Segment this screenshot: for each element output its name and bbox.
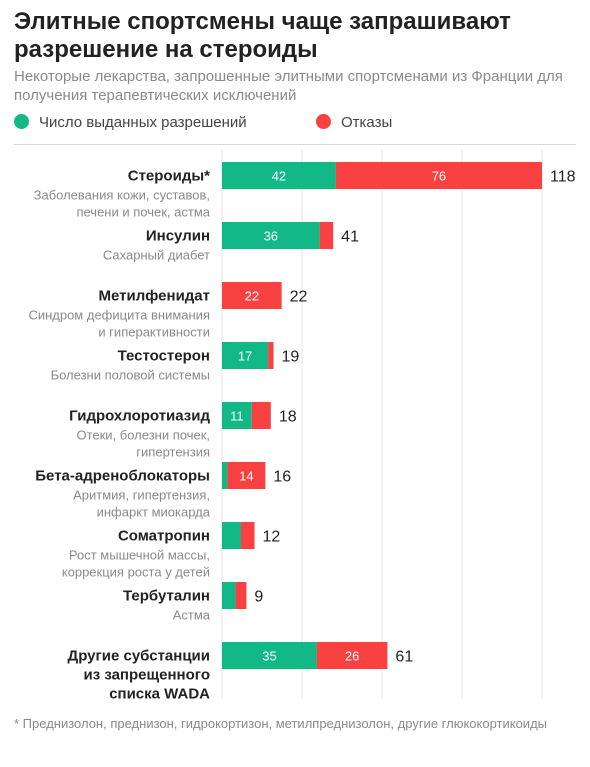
legend-item-granted: Число выданных разрешений (14, 114, 247, 131)
legend-refused-label: Отказы (341, 114, 393, 131)
bar-granted-4 (222, 402, 252, 429)
category-label-8-2: списка WADA (109, 686, 210, 703)
category-label-6: Соматропин (118, 528, 210, 545)
legend-granted-swatch (14, 114, 29, 129)
footnote: * Преднизолон, преднизон, гидрокортизон,… (14, 716, 547, 731)
total-label-1: 41 (341, 229, 359, 246)
category-description-7-0: Астма (173, 608, 211, 623)
category-description-2-1: и гиперактивности (98, 325, 210, 340)
segment-label-refused-2: 22 (245, 289, 259, 304)
segment-label-granted-8: 35 (262, 649, 276, 664)
category-description-0-1: печени и почек, астма (76, 205, 210, 220)
total-label-0: 118 (550, 169, 576, 186)
category-label-5: Бета-адреноблокаторы (35, 468, 210, 485)
segment-label-granted-1: 36 (264, 229, 278, 244)
chart-subtitle: Некоторые лекарства, запрошенные элитным… (14, 68, 563, 104)
segment-label-granted-0: 42 (272, 169, 286, 184)
category-description-4-1: гипертензия (136, 445, 210, 460)
total-label-7: 9 (254, 589, 263, 606)
legend-refused-swatch (316, 114, 331, 129)
segment-label-granted-3: 17 (238, 349, 252, 364)
segment-label-refused-8: 26 (345, 649, 359, 664)
bar-granted-8 (222, 642, 317, 669)
segment-label-refused-5: 14 (239, 469, 253, 484)
total-label-2: 22 (290, 289, 308, 306)
bar-granted-7 (222, 582, 236, 609)
category-label-8-1: из запрещенного (83, 667, 210, 684)
category-label-7: Тербуталин (123, 588, 210, 605)
category-label-8-0: Другие субстанции (68, 648, 210, 665)
bar-refused-8 (316, 642, 388, 669)
category-description-3-0: Болезни половой системы (51, 368, 210, 383)
category-description-6-1: коррекция роста у детей (62, 565, 210, 580)
chart-title: Элитные спортсмены чаще запрашивают разр… (14, 8, 511, 63)
bar-refused-6 (240, 522, 255, 549)
category-description-4-0: Отеки, болезни почек, (76, 428, 210, 443)
category-description-6-0: Рост мышечной массы, (69, 548, 210, 563)
bar-granted-6 (222, 522, 241, 549)
bar-granted-5 (222, 462, 228, 489)
category-description-5-1: инфаркт миокарда (97, 505, 211, 520)
bar-refused-1 (319, 222, 334, 249)
category-label-3: Тестостерон (118, 348, 210, 365)
category-description-5-0: Аритмия, гипертензия, (73, 488, 210, 503)
category-label-4: Гидрохлоротиазид (69, 408, 210, 425)
total-label-3: 19 (282, 349, 300, 366)
total-label-5: 16 (273, 469, 291, 486)
segment-label-refused-0: 76 (432, 169, 446, 184)
bar-refused-5 (227, 462, 266, 489)
bar-refused-0 (335, 162, 542, 189)
bar-refused-3 (268, 342, 274, 369)
bar-granted-3 (222, 342, 269, 369)
bar-granted-1 (222, 222, 320, 249)
legend-item-refused: Отказы (316, 114, 392, 131)
header-divider (14, 144, 576, 145)
category-label-1: Инсулин (146, 228, 210, 245)
category-label-0: Стероиды* (128, 168, 210, 185)
category-description-1-0: Сахарный диабет (103, 248, 210, 263)
total-label-8: 61 (395, 649, 413, 666)
bar-refused-2 (222, 282, 282, 309)
total-label-4: 18 (279, 409, 297, 426)
category-label-2: Метилфенидат (99, 288, 211, 305)
legend-granted-label: Число выданных разрешений (39, 114, 247, 131)
bar-refused-4 (251, 402, 271, 429)
bar-granted-0 (222, 162, 336, 189)
segment-label-granted-4: 11 (230, 409, 244, 424)
total-label-6: 12 (263, 529, 281, 546)
bar-refused-7 (235, 582, 247, 609)
category-description-0-0: Заболевания кожи, суставов, (34, 188, 210, 203)
category-description-2-0: Синдром дефицита внимания (28, 308, 210, 323)
